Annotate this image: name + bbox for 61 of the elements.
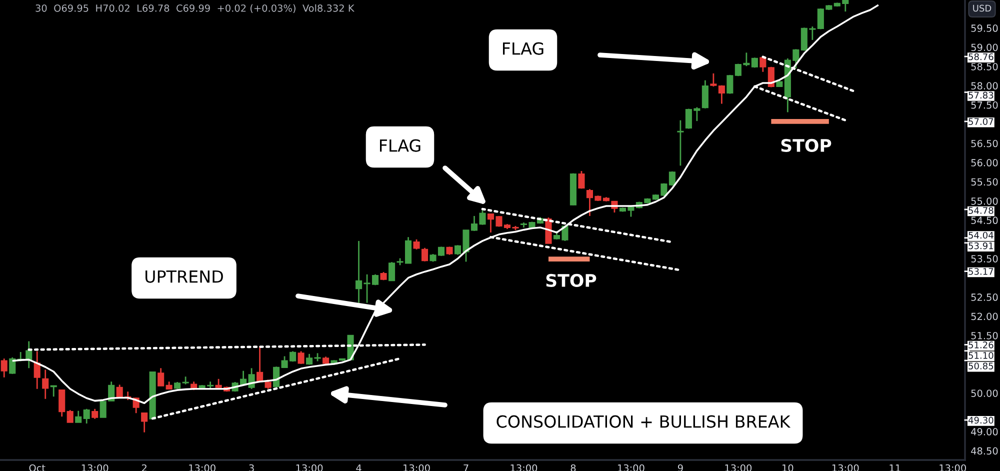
y-tick-label: 52.00 <box>971 312 998 320</box>
ref-line-label: 53.17 <box>968 268 994 275</box>
y-tick-label: 56.00 <box>971 159 998 166</box>
y-tick-label: 58.50 <box>971 62 998 70</box>
annotation: UPTREND <box>146 270 223 283</box>
candlestick <box>578 170 585 190</box>
candlestick <box>182 376 189 385</box>
ref-line-label: 50.85 <box>968 362 994 370</box>
candlestick <box>356 240 362 304</box>
candlestick <box>158 367 164 387</box>
candlestick <box>388 261 396 282</box>
candlestick <box>34 350 40 390</box>
candlestick <box>75 410 82 424</box>
ref-line-label: 49.30 <box>968 416 994 424</box>
ref-line-label: 54.04 <box>968 232 994 239</box>
ref-line-label: 51.10 <box>968 352 994 359</box>
y-tick-label: 48.50 <box>971 447 998 455</box>
candlestick <box>42 368 49 400</box>
candlestick <box>421 247 428 262</box>
y-tick-label: 50.00 <box>971 390 998 397</box>
candlestick <box>92 408 98 420</box>
annotation: FLAG <box>380 139 420 152</box>
candlestick <box>83 408 90 424</box>
y-axis-title: USD <box>973 4 992 12</box>
y-tick-label: 57.50 <box>971 101 998 109</box>
annotation: FLAG <box>503 42 544 55</box>
candlestick <box>58 389 66 418</box>
y-tick-label: 58.00 <box>971 82 998 90</box>
annotation: STOP <box>546 274 596 288</box>
ref-line-label: 57.83 <box>968 92 994 99</box>
y-tick-label: 55.00 <box>971 197 998 205</box>
y-tick-label: 53.50 <box>971 255 998 262</box>
y-tick-label: 56.50 <box>971 140 998 148</box>
annotation: CONSOLIDATION + BULLISH BREAK <box>496 415 791 428</box>
y-tick-label: 59.00 <box>971 44 998 52</box>
candlestick <box>298 350 304 365</box>
candlestick <box>726 74 734 94</box>
candlestick <box>710 72 717 88</box>
y-tick-label: 59.50 <box>971 24 998 32</box>
y-tick-label: 52.50 <box>971 294 998 301</box>
candlestick <box>9 356 16 375</box>
y-tick-label: 55.50 <box>971 178 998 186</box>
candlestick <box>0 358 8 378</box>
candlestick <box>141 412 148 434</box>
y-tick-label: 49.00 <box>971 428 998 436</box>
chart-title: 30 O69.95 H70.02 L69.78 C69.99 +0.02 (+0.03%) Vol8.332 K <box>36 4 355 13</box>
ref-line-label: 57.07 <box>968 118 994 125</box>
candlestick <box>66 409 74 424</box>
y-tick-label: 51.50 <box>971 332 998 340</box>
ref-line-label: 54.78 <box>968 207 994 214</box>
ref-line-label: 51.26 <box>968 342 994 348</box>
annotation: STOP <box>781 138 832 152</box>
ref-line-label: 58.76 <box>968 53 994 60</box>
candlestick <box>718 84 725 104</box>
candlestick <box>413 238 420 250</box>
candlestick <box>702 80 708 110</box>
candlestick <box>677 120 684 166</box>
ref-line-label: 53.91 <box>968 242 994 250</box>
y-tick-label: 54.50 <box>971 216 998 224</box>
candlestick <box>273 366 280 388</box>
candlestick <box>264 378 272 390</box>
